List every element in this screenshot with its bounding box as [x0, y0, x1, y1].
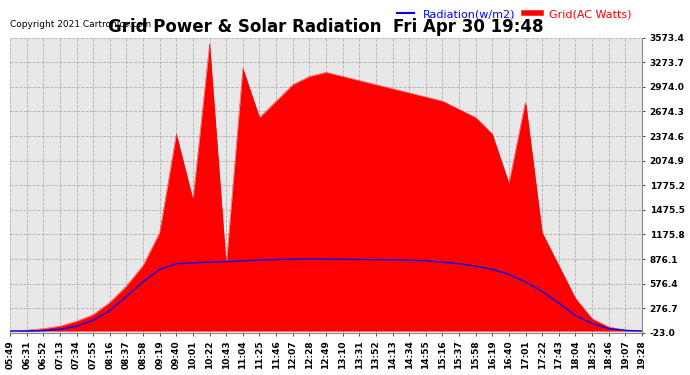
Legend: Radiation(w/m2), Grid(AC Watts): Radiation(w/m2), Grid(AC Watts) — [393, 5, 636, 24]
Text: Copyright 2021 Cartronics.com: Copyright 2021 Cartronics.com — [10, 20, 151, 29]
Title: Grid Power & Solar Radiation  Fri Apr 30 19:48: Grid Power & Solar Radiation Fri Apr 30 … — [108, 18, 544, 36]
